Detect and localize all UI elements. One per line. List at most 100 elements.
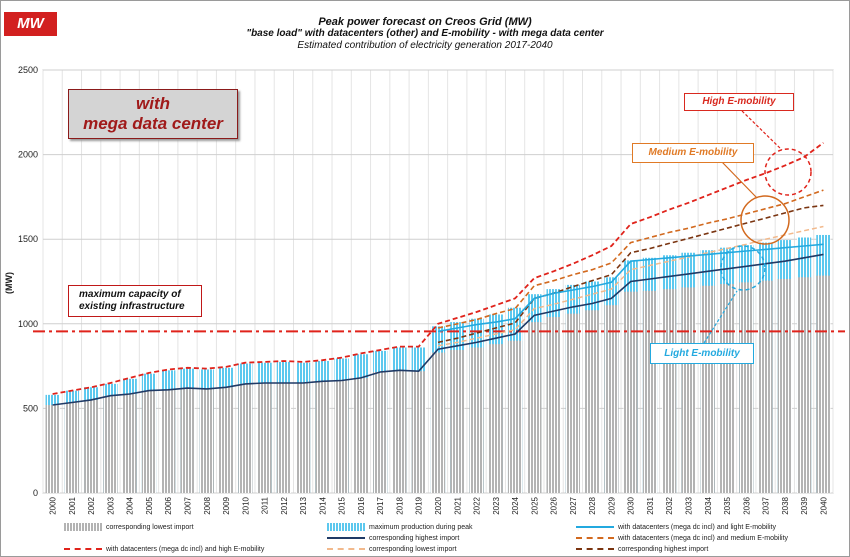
x-tick-label: 2016: [357, 496, 366, 514]
legend-label: maximum production during peak: [369, 524, 473, 531]
high-arrow: [741, 110, 783, 151]
x-tick-label: 2026: [550, 496, 559, 514]
legend-item-max-production-bar: maximum production during peak: [327, 523, 473, 533]
high-emobility-circle: [764, 148, 812, 196]
bar-lowest-import: [122, 394, 137, 493]
bar-lowest-import: [141, 390, 157, 493]
bar-lowest-import: [334, 380, 349, 493]
x-tick-label: 2021: [453, 496, 462, 514]
legend-swatch: [64, 523, 102, 532]
legend-item-high-line: with datacenters (mega dc incl) and high…: [64, 545, 264, 555]
bar-lowest-import: [430, 352, 446, 493]
bar-lowest-import: [777, 278, 792, 493]
x-tick-label: 2018: [395, 496, 404, 514]
legend-swatch: [576, 537, 614, 540]
x-tick-label: 2035: [723, 496, 732, 514]
bar-lowest-import: [585, 310, 600, 493]
y-axis-label: (MW): [4, 272, 14, 294]
legend-label: with datacenters (mega dc incl) and ligh…: [618, 524, 776, 531]
legend-label: corresponding lowest import: [369, 546, 457, 553]
chart-legend: corresponding lowest import maximum prod…: [44, 519, 844, 555]
bar-lowest-import: [681, 287, 696, 493]
x-tick-label: 2015: [338, 496, 347, 514]
max-capacity-label: maximum capacity of existing infrastruct…: [68, 285, 202, 317]
bar-lowest-import: [546, 317, 561, 493]
legend-item-lowest-import-bar: corresponding lowest import: [64, 523, 194, 533]
bar-lowest-import: [199, 388, 214, 493]
mega-label-line2: mega data center: [83, 114, 223, 133]
light-arrow: [703, 290, 738, 344]
x-tick-label: 2034: [704, 496, 713, 514]
x-tick-label: 2039: [800, 496, 809, 514]
x-tick-label: 2000: [49, 496, 58, 514]
bar-lowest-import: [796, 277, 812, 493]
legend-label: corresponding highest import: [618, 546, 709, 553]
mega-label-line1: with: [136, 94, 170, 113]
x-tick-label: 2024: [511, 496, 520, 514]
bar-lowest-import: [295, 383, 311, 493]
legend-item-highest-dashed: corresponding highest import: [576, 545, 708, 555]
medium-emobility-line: [437, 189, 824, 329]
legend-label: with datacenters (mega dc incl) and high…: [106, 546, 265, 553]
max-capacity-line1: maximum capacity of: [79, 289, 181, 300]
legend-swatch: [64, 548, 102, 551]
x-tick-label: 2017: [376, 496, 385, 514]
light-emobility-line: [437, 243, 824, 333]
legend-swatch: [327, 548, 365, 551]
light-emobility-circle: [720, 245, 766, 291]
legend-item-lowest-dashed: corresponding lowest import: [327, 545, 457, 555]
mega-data-center-label: with mega data center: [68, 89, 238, 139]
x-tick-label: 2019: [415, 496, 424, 514]
x-tick-label: 2003: [106, 496, 115, 514]
x-tick-label: 2012: [280, 496, 289, 514]
bar-lowest-import: [411, 371, 426, 493]
x-tick-label: 2004: [126, 496, 135, 514]
unit-badge: MW: [4, 12, 57, 36]
legend-label: corresponding lowest import: [106, 524, 194, 531]
lowest-import-dashed-line: [437, 225, 824, 347]
bar-lowest-import: [276, 383, 291, 493]
bar-lowest-import: [238, 383, 253, 493]
bar-lowest-import: [662, 289, 677, 493]
bar-lowest-import: [315, 381, 330, 493]
x-tick-label: 2020: [434, 496, 443, 514]
y-tick-label: 2000: [18, 150, 38, 160]
y-tick-label: 1500: [18, 234, 38, 244]
x-tick-label: 2038: [781, 496, 790, 514]
chart-subtitle: "base load" with datacenters (other) and…: [246, 28, 604, 39]
bar-lowest-import: [469, 347, 484, 493]
x-tick-label: 2025: [530, 496, 539, 514]
x-tick-label: 2040: [819, 496, 828, 514]
max-capacity-line2: existing infrastructure: [79, 301, 185, 312]
bar-lowest-import: [218, 387, 234, 493]
bar-lowest-import: [507, 340, 523, 493]
medium-emobility-circle: [740, 195, 790, 245]
medium-emobility-label: Medium E-mobility: [632, 143, 754, 163]
y-tick-label: 500: [23, 403, 38, 413]
medium-arrow: [721, 161, 758, 199]
bar-lowest-import: [103, 395, 118, 493]
x-tick-label: 2011: [261, 496, 270, 514]
legend-swatch: [576, 526, 614, 529]
bar-lowest-import: [565, 313, 581, 493]
x-tick-label: 2014: [318, 496, 327, 514]
bar-lowest-import: [719, 284, 735, 493]
chart-subtitle-2: Estimated contribution of electricity ge…: [297, 40, 553, 51]
legend-label: with datacenters (mega dc incl) and medi…: [618, 535, 789, 542]
x-tick-label: 2031: [646, 496, 655, 514]
bar-lowest-import: [64, 402, 80, 493]
high-emobility-label: High E-mobility: [684, 93, 794, 111]
y-tick-label: 1000: [18, 319, 38, 329]
legend-swatch: [576, 548, 614, 551]
x-tick-label: 2027: [569, 496, 578, 514]
high-emobility-line: [52, 142, 824, 395]
bar-lowest-import: [700, 285, 715, 493]
x-tick-label: 2002: [87, 496, 96, 514]
bar-lowest-import: [84, 399, 99, 493]
bar-lowest-import: [180, 388, 195, 493]
x-tick-label: 2006: [164, 496, 173, 514]
highest-import-dashed-line: [437, 204, 824, 344]
bar-lowest-import: [353, 377, 369, 493]
bar-lowest-import: [45, 405, 60, 493]
bar-lowest-import: [758, 280, 773, 493]
